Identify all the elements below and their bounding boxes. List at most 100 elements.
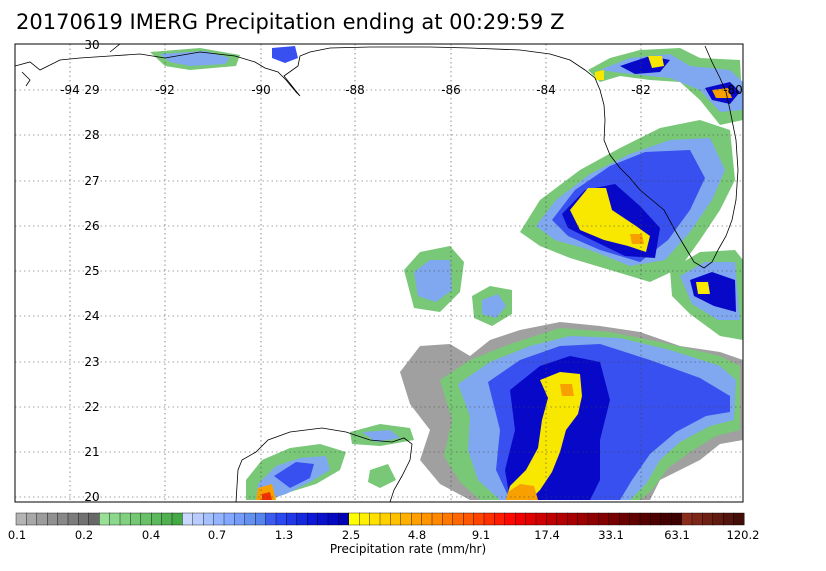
lat-label: 25 (84, 264, 99, 278)
colorbar-swatch (473, 512, 485, 526)
latitude-labels: 30 29 28 27 26 25 24 23 22 21 20 (84, 38, 99, 504)
colorbar-swatch (286, 512, 298, 526)
colorbar-swatch (608, 512, 620, 526)
lon-label: -90 (251, 83, 271, 97)
colorbar-swatch (161, 512, 173, 526)
map-title: 20170619 IMERG Precipitation ending at 0… (16, 10, 565, 34)
colorbar-swatch (234, 512, 246, 526)
lon-label: -92 (155, 83, 175, 97)
colorbar-swatch (535, 512, 547, 526)
colorbar-swatch (681, 512, 693, 526)
colorbar-swatch (525, 512, 537, 526)
colorbar-swatch (587, 512, 599, 526)
colorbar-swatch (504, 512, 516, 526)
colorbar-swatch (629, 512, 641, 526)
colorbar-swatch (546, 512, 558, 526)
colorbar-swatch (130, 512, 142, 526)
colorbar-tick-label: 17.4 (534, 528, 560, 542)
colorbar-swatch (327, 512, 339, 526)
precip-cell-south-system (400, 322, 743, 500)
colorbar-swatch (691, 512, 703, 526)
colorbar-swatch (47, 512, 59, 526)
colorbar-swatch (307, 512, 319, 526)
lon-label: -80 (723, 83, 743, 97)
colorbar-swatch (567, 512, 579, 526)
colorbar-swatch (182, 512, 194, 526)
precip-cell-east-25n (670, 250, 743, 340)
colorbar-tick-label: 33.1 (598, 528, 624, 542)
colorbar-swatch (577, 512, 589, 526)
colorbar-tick-label: 120.2 (726, 528, 760, 542)
lon-label: -94 (60, 83, 80, 97)
colorbar-swatch (359, 512, 371, 526)
colorbar-swatch (379, 512, 391, 526)
colorbar-swatch (421, 512, 433, 526)
colorbar-swatch (463, 512, 475, 526)
lat-label: 27 (84, 174, 99, 188)
colorbar-swatch (348, 512, 360, 526)
colorbar-swatch (109, 512, 121, 526)
precip-cell-florida-north (588, 48, 743, 125)
lat-label: 30 (84, 38, 99, 52)
lat-label: 20 (84, 490, 99, 504)
colorbar-tick-label: 9.1 (471, 528, 491, 542)
colorbar-swatch (275, 512, 287, 526)
colorbar-swatch (452, 512, 464, 526)
colorbar-tick-label: 1.3 (274, 528, 294, 542)
colorbar-swatch (650, 512, 662, 526)
colorbar-swatch (411, 512, 423, 526)
colorbar-swatch (515, 512, 527, 526)
lat-label: 22 (84, 400, 99, 414)
colorbar-swatch (431, 512, 443, 526)
colorbar-swatch (660, 512, 672, 526)
colorbar-swatch (712, 512, 724, 526)
colorbar-tick-label: 0.4 (141, 528, 161, 542)
colorbar-swatch (57, 512, 69, 526)
colorbar-swatch (213, 512, 225, 526)
colorbar-swatch (390, 512, 402, 526)
lon-label: -86 (441, 83, 461, 97)
colorbar-swatch (223, 512, 235, 526)
colorbar-title: Precipitation rate (mm/hr) (329, 542, 487, 556)
colorbar-swatch (254, 512, 267, 526)
lon-label: -88 (345, 83, 365, 97)
lon-label: -84 (536, 83, 556, 97)
colorbar-swatch (400, 512, 412, 526)
colorbar-swatch (598, 512, 610, 526)
colorbar-swatch (723, 512, 735, 526)
lat-label: 28 (84, 128, 99, 142)
colorbar-swatch (317, 512, 329, 526)
lat-label: 21 (84, 445, 99, 459)
colorbar-swatch (442, 512, 454, 526)
colorbar-swatch (67, 512, 79, 526)
colorbar-swatch (296, 512, 308, 526)
colorbar-swatch (338, 512, 350, 526)
lat-label: 24 (84, 309, 99, 323)
colorbar-swatch (671, 512, 683, 526)
colorbar-swatch (140, 512, 152, 526)
colorbar-swatch (619, 512, 631, 526)
colorbar-tick-label: 0.2 (74, 528, 94, 542)
colorbar (15, 512, 745, 526)
colorbar-swatch (483, 512, 495, 526)
lon-label: -82 (631, 83, 651, 97)
colorbar-tick-label: 0.7 (207, 528, 227, 542)
colorbar-tick-label: 63.1 (664, 528, 690, 542)
precip-cell-yucatan (246, 424, 414, 500)
colorbar-swatch (78, 512, 90, 526)
lat-label: 26 (84, 219, 99, 233)
colorbar-swatch (36, 512, 48, 526)
colorbar-swatch (171, 512, 183, 526)
colorbar-swatch (556, 512, 568, 526)
colorbar-swatch (494, 512, 506, 526)
lat-label: 23 (84, 355, 99, 369)
colorbar-swatch (733, 512, 745, 526)
colorbar-tick-label: 4.8 (407, 528, 427, 542)
colorbar-swatch (26, 512, 38, 526)
longitude-labels: -94 -92 -90 -88 -86 -84 -82 -80 (60, 83, 743, 97)
colorbar-swatch (15, 512, 27, 526)
colorbar-tick-label: 0.1 (7, 528, 27, 542)
colorbar-swatch (639, 512, 651, 526)
colorbar-swatch (119, 512, 131, 526)
